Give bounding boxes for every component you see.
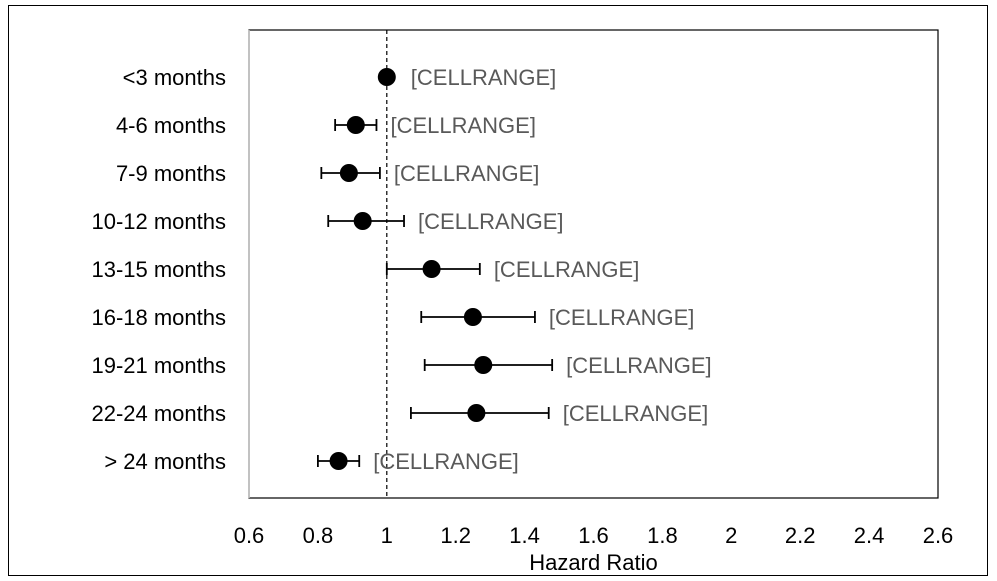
- x-tick-label: 0.6: [234, 523, 265, 548]
- chart-frame: [8, 5, 988, 576]
- data-label: [CELLRANGE]: [418, 209, 564, 234]
- data-label: [CELLRANGE]: [373, 449, 519, 474]
- hazard-ratio-point: [346, 116, 365, 134]
- category-label: <3 months: [123, 65, 226, 90]
- category-label: > 24 months: [104, 449, 226, 474]
- hazard-ratio-point: [463, 308, 482, 326]
- hazard-ratio-point: [339, 164, 358, 182]
- category-label: 7-9 months: [116, 161, 226, 186]
- x-tick-label: 2.6: [923, 523, 954, 548]
- x-tick-label: 2.4: [854, 523, 885, 548]
- hazard-ratio-point: [422, 260, 441, 278]
- x-tick-label: 0.8: [303, 523, 334, 548]
- data-label: [CELLRANGE]: [494, 257, 640, 282]
- data-label: [CELLRANGE]: [566, 353, 712, 378]
- category-label: 10-12 months: [91, 209, 226, 234]
- hazard-ratio-point: [377, 68, 396, 86]
- x-tick-label: 2.2: [785, 523, 816, 548]
- hazard-ratio-point: [353, 212, 372, 230]
- category-label: 16-18 months: [91, 305, 226, 330]
- data-label: [CELLRANGE]: [411, 65, 557, 90]
- data-label: [CELLRANGE]: [563, 401, 709, 426]
- category-label: 19-21 months: [91, 353, 226, 378]
- hazard-ratio-point: [329, 452, 348, 470]
- category-labels-group: <3 months 4-6 months 7-9 months 10-12 month…: [91, 65, 226, 474]
- data-label: [CELLRANGE]: [390, 113, 535, 138]
- data-marks-group: [CELLRANGE] [CELLRANGE] [CELLRANGE] [CELLRA…: [316, 65, 712, 474]
- x-tick-label: 1.2: [440, 523, 471, 548]
- hazard-ratio-point: [474, 356, 493, 374]
- data-label: [CELLRANGE]: [394, 161, 540, 186]
- category-label: 13-15 months: [91, 257, 226, 282]
- category-label: 4-6 months: [116, 113, 226, 138]
- hazard-ratio-point: [467, 404, 486, 422]
- x-tick-labels-group: 0.6 0.8 1 1.2 1.4 1.6 1.8 2 2.2 2.4 2.6: [234, 523, 954, 548]
- x-tick-label: 1.6: [578, 523, 609, 548]
- x-tick-label: 1.4: [509, 523, 540, 548]
- category-label: 22-24 months: [91, 401, 226, 426]
- x-tick-label: 1: [381, 523, 393, 548]
- x-tick-label: 1.8: [647, 523, 678, 548]
- x-axis-title: Hazard Ratio: [529, 550, 657, 575]
- x-tick-label: 2: [725, 523, 737, 548]
- data-label: [CELLRANGE]: [549, 305, 695, 330]
